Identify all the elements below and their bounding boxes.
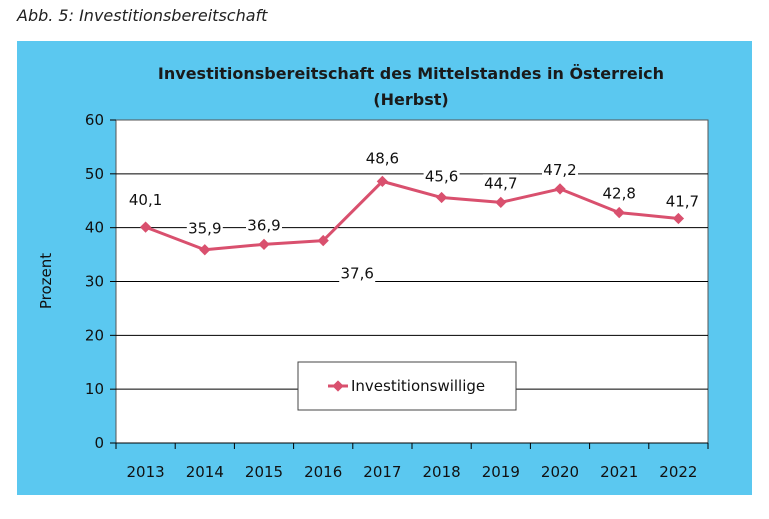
- x-tick-label: 2021: [600, 463, 638, 481]
- y-tick-label: 30: [85, 273, 104, 291]
- series-line: [145, 179, 679, 252]
- data-labels: 40,1 35,9 36,9 37,6 48,6 45,6 44,7 47,2 42,8 41,7: [127, 149, 701, 283]
- data-label: 37,6: [340, 265, 373, 283]
- x-tick-label: 2014: [186, 463, 224, 481]
- legend-swatch-marker: [332, 380, 344, 392]
- x-tick-label: 2013: [127, 463, 165, 481]
- data-label: 42,8: [602, 185, 635, 203]
- data-label: 40,1: [129, 191, 162, 209]
- data-point-marker: [139, 221, 152, 233]
- chart-title: Investitionsbereitschaft des Mittelstand…: [158, 64, 664, 83]
- data-label-bg: [246, 216, 282, 235]
- x-tick-label: 2019: [482, 463, 520, 481]
- chart-frame: Investitionsbereitschaft des Mittelstand…: [17, 41, 752, 495]
- data-point-marker: [613, 206, 625, 219]
- series-investitionswillige: [139, 175, 685, 256]
- data-point-marker: [199, 244, 211, 256]
- y-tick-label: 10: [85, 380, 104, 398]
- data-label-bg: [601, 184, 638, 203]
- data-label-bg: [423, 167, 460, 186]
- data-label: 48,6: [366, 149, 399, 167]
- data-point-marker: [376, 175, 389, 188]
- data-label-bg: [186, 219, 223, 238]
- x-tick-label: 2020: [541, 463, 579, 481]
- legend-label: Investitionswillige: [351, 377, 485, 395]
- figure-caption: Abb. 5: Investitionsbereitschaft: [17, 6, 268, 25]
- data-label-bg: [542, 160, 578, 179]
- data-label: 41,7: [666, 193, 699, 211]
- data-label-bg: [364, 149, 401, 168]
- x-tick-label: 2018: [423, 463, 461, 481]
- data-point-marker: [435, 191, 448, 204]
- line-chart: Investitionsbereitschaft des Mittelstand…: [37, 64, 709, 481]
- data-label-bg: [482, 174, 519, 193]
- y-tick-label: 0: [94, 434, 104, 452]
- data-label: 35,9: [188, 220, 221, 238]
- data-point-marker: [258, 238, 270, 251]
- y-tick-label: 20: [85, 326, 104, 344]
- data-label: 36,9: [247, 216, 280, 234]
- data-point-marker: [317, 234, 329, 247]
- data-label: 45,6: [425, 168, 458, 186]
- chart-subtitle: (Herbst): [373, 90, 448, 109]
- data-label: 44,7: [484, 174, 517, 192]
- legend: Investitionswillige: [297, 361, 517, 411]
- data-label-bg: [664, 192, 701, 211]
- data-label-bg: [339, 264, 376, 283]
- x-axis-ticks: 2013 2014 2015 2016 2017 2018 2019 2020 2021 2022: [115, 443, 709, 481]
- data-point-marker: [672, 212, 685, 225]
- data-label-bg: [127, 191, 164, 210]
- data-point-marker: [554, 183, 566, 195]
- y-tick-label: 60: [85, 111, 104, 129]
- y-axis-label: Prozent: [37, 253, 55, 309]
- x-tick-label: 2017: [363, 463, 401, 481]
- data-label: 47,2: [543, 161, 576, 179]
- y-axis-ticks: 0 10 20 30 40 50 60: [85, 111, 116, 452]
- y-tick-label: 40: [85, 219, 104, 237]
- x-tick-label: 2015: [245, 463, 283, 481]
- x-tick-label: 2022: [659, 463, 697, 481]
- y-tick-label: 50: [85, 165, 104, 183]
- data-point-marker: [495, 196, 507, 209]
- x-tick-label: 2016: [304, 463, 342, 481]
